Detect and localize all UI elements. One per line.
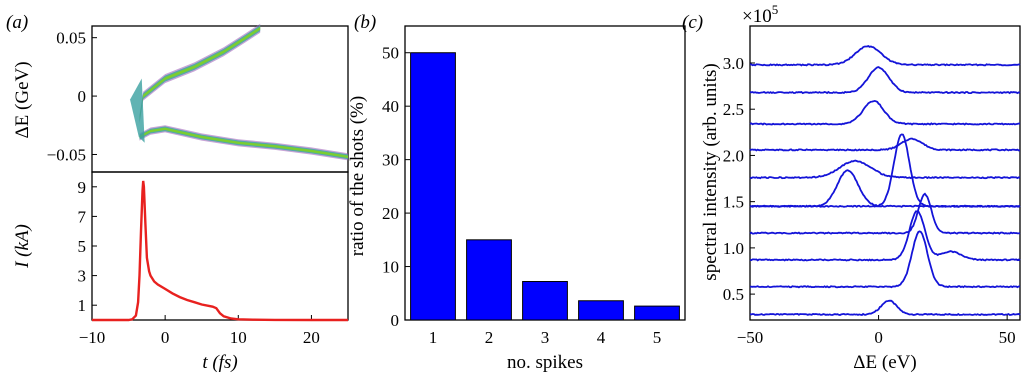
panel-label-b: (b) — [354, 12, 376, 33]
ytick-label: 2.0 — [723, 146, 744, 165]
xtick-label: 20 — [303, 328, 320, 347]
ytick-label: 5 — [78, 237, 87, 256]
spectrum-line — [749, 133, 1021, 208]
panel-b-ylabel: ratio of the shots (%) — [347, 96, 368, 256]
ytick-label: 3 — [78, 267, 87, 286]
spectrum-line — [749, 159, 1021, 180]
ytick-label: 50 — [382, 44, 399, 63]
phase-space-head — [130, 78, 145, 143]
panel-a-top-ylabel: ΔE (GeV) — [12, 61, 33, 138]
panel-label-a: (a) — [6, 12, 28, 33]
spectrum-line — [749, 66, 1021, 95]
xtick-label: 1 — [429, 328, 438, 347]
panel-c-spectra-lines — [749, 44, 1021, 316]
spectrum-line — [749, 210, 1021, 262]
phase-space-upper-branch — [139, 25, 261, 123]
phase-space-lower-branch — [139, 127, 348, 158]
panel-c-ticks: 3.0 2.5 2.0 1.5 1.0 0.5 −50 0 50 — [723, 54, 1016, 347]
spectrum-line — [749, 169, 1021, 208]
panel-a-bottom-ticks: 9 7 5 3 1 −10 0 10 20 — [78, 178, 320, 347]
ytick-label: 0 — [391, 311, 400, 330]
ytick-label: 0.5 — [723, 285, 744, 304]
ytick-label: 1.0 — [723, 239, 744, 258]
panel-c-ylabel: spectral intensity (arb. units) — [700, 63, 721, 280]
panel-c-multiplier: ×105 — [742, 2, 778, 27]
ytick-label: 2.5 — [723, 100, 744, 119]
ytick-label: −0.05 — [47, 145, 86, 164]
panel-a-current: 9 7 5 3 1 −10 0 10 20 I (kA) t (fs) — [12, 171, 349, 373]
panel-b-xlabel: no. spikes — [507, 352, 583, 373]
xtick-label: 0 — [874, 328, 883, 347]
ytick-label: 7 — [78, 207, 87, 226]
panel-c-frame — [749, 25, 1021, 321]
xtick-label: 2 — [485, 328, 494, 347]
xtick-label: 50 — [999, 328, 1016, 347]
ytick-label: 9 — [78, 178, 87, 197]
phase-space-upper-branch — [139, 26, 261, 121]
spectrum-line — [749, 299, 1021, 316]
panel-a-top-yticks: 0.05 0 −0.05 — [47, 29, 97, 164]
spectrum-line — [749, 44, 1021, 67]
xtick-label: −50 — [737, 328, 764, 347]
ytick-label: 40 — [382, 97, 399, 116]
xtick-label: 3 — [541, 328, 550, 347]
spectrum-line — [749, 99, 1021, 126]
panel-a-xlabel: t (fs) — [202, 352, 237, 373]
bar — [466, 239, 512, 321]
ytick-label: 30 — [382, 151, 399, 170]
panel-c-xlabel: ΔE (eV) — [853, 352, 916, 373]
spectrum-line — [749, 137, 1021, 152]
panel-a-bottom-frame — [91, 171, 349, 321]
xtick-label: 5 — [653, 328, 662, 347]
panel-b-ticks: 1 2 3 4 5 50 40 30 20 10 0 — [382, 44, 661, 347]
ytick-label: 3.0 — [723, 54, 744, 73]
spectrum-line — [749, 192, 1021, 235]
panel-c-spectra: 3.0 2.5 2.0 1.5 1.0 0.5 −50 0 50 ×105 spectral i… — [700, 2, 1021, 373]
ytick-label: 1.5 — [723, 193, 744, 212]
panel-a-phase-space: 0.05 0 −0.05 ΔE (GeV) — [12, 23, 349, 173]
panel-label-c: (c) — [682, 12, 703, 33]
panel-b-bars — [410, 52, 680, 321]
panel-a-bottom-ylabel: I (kA) — [12, 224, 33, 269]
bar — [410, 52, 456, 321]
ytick-label: 0.05 — [56, 29, 86, 48]
xtick-label: −10 — [79, 328, 106, 347]
ytick-label: 10 — [382, 258, 399, 277]
current-profile-line — [92, 180, 348, 322]
bar — [578, 300, 624, 321]
ytick-label: 0 — [78, 87, 87, 106]
xtick-label: 10 — [230, 328, 247, 347]
xtick-label: 4 — [597, 328, 606, 347]
bar — [634, 305, 680, 321]
ytick-label: 1 — [78, 296, 87, 315]
ytick-label: 20 — [382, 204, 399, 223]
spectrum-line — [749, 230, 1021, 289]
panel-a-heatmap — [130, 23, 348, 161]
bar — [522, 281, 568, 321]
xtick-label: 0 — [161, 328, 170, 347]
